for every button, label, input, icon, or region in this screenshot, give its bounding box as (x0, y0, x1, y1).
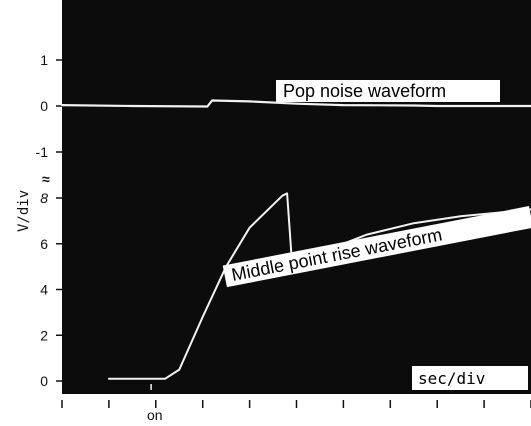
x-axis-label-text: sec/div (418, 369, 485, 388)
scope-panel (62, 0, 531, 394)
y-tick-label-lower-4: 0 (40, 373, 48, 389)
y-tick-label-lower-3: 2 (40, 327, 48, 343)
pop-noise-label-text: Pop noise waveform (283, 81, 446, 101)
pop-noise-label: Pop noise waveform (276, 80, 500, 102)
y-axis-label: V/div (16, 190, 32, 232)
y-tick-label-lower-1: 6 (40, 236, 48, 252)
on-marker-label: on (147, 407, 163, 423)
y-tick-label-lower-2: 4 (40, 282, 48, 298)
axis-break-symbol: ≈ (42, 171, 50, 187)
y-tick-label-lower-0: 8 (40, 190, 48, 206)
x-axis-label: sec/div (412, 366, 528, 390)
y-tick-label-upper-1: 0 (40, 98, 48, 114)
series-line-0 (60, 99, 531, 108)
y-tick-label-upper-2: -1 (36, 144, 49, 160)
y-tick-label-upper-0: 1 (40, 52, 48, 68)
series-line-1 (107, 192, 531, 380)
